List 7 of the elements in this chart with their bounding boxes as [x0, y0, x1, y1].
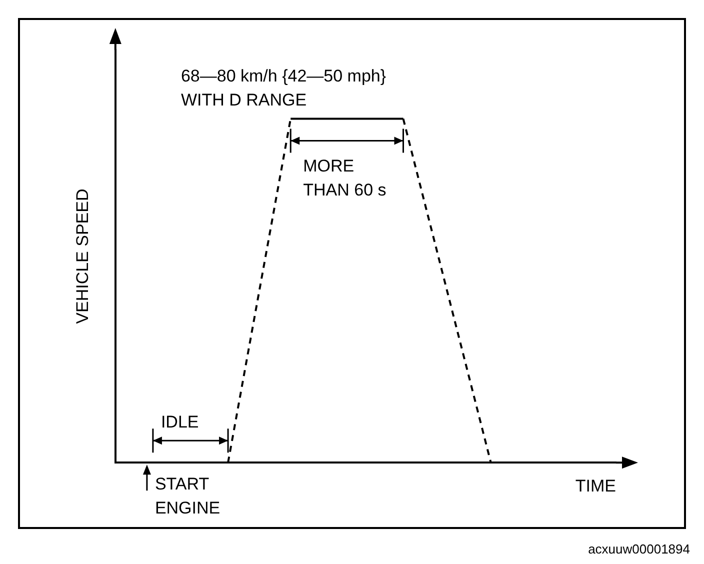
annotation: IDLE [160, 412, 199, 432]
y-axis-title: VEHICLE SPEED [72, 188, 92, 324]
text: START ENGINE [154, 474, 220, 518]
text: 68—80 km/h {42—50 mph} WITH D RANGE [180, 66, 386, 110]
text: acxuuw00001894 [588, 542, 690, 557]
annotation: MORE THAN 60 s [303, 156, 386, 200]
x-axis-title: TIME [575, 476, 616, 496]
